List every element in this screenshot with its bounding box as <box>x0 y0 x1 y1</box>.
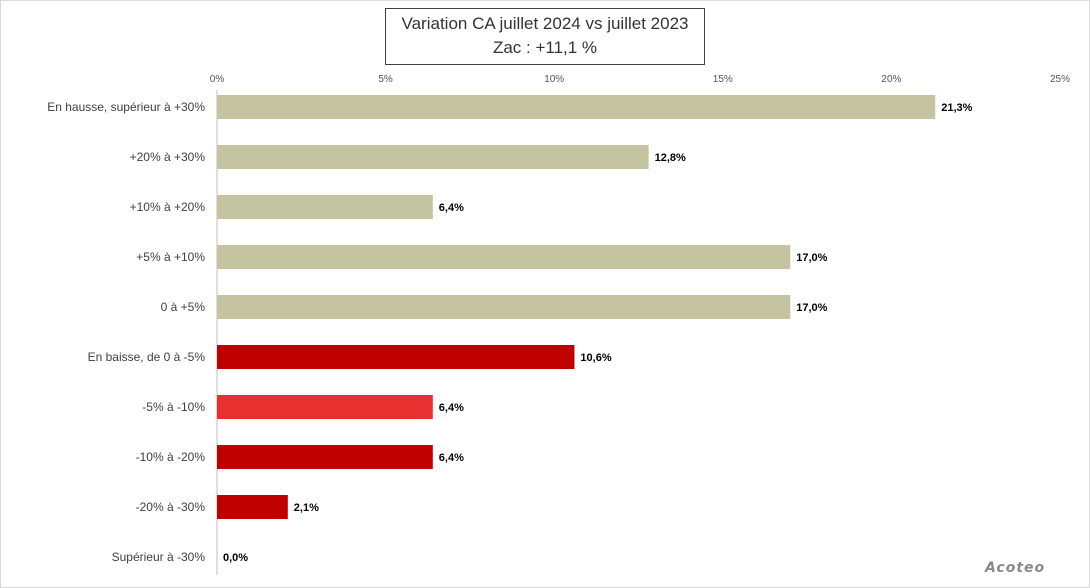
category-label: 0 à +5% <box>161 300 206 314</box>
value-label: 2,1% <box>294 502 319 514</box>
category-label: +20% à +30% <box>130 150 206 164</box>
category-label: En hausse, supérieur à +30% <box>47 100 205 114</box>
x-tick-label: 20% <box>881 74 901 85</box>
bar <box>217 345 575 369</box>
chart-title: Variation CA juillet 2024 vs juillet 202… <box>401 14 689 33</box>
bar <box>217 245 791 269</box>
category-label: +10% à +20% <box>130 200 206 214</box>
watermark-logo: Acoteo <box>985 560 1046 576</box>
x-tick-label: 10% <box>544 74 564 85</box>
bar <box>217 145 649 169</box>
value-label: 6,4% <box>439 402 464 414</box>
chart-title-box: Variation CA juillet 2024 vs juillet 202… <box>385 8 705 65</box>
value-label: 10,6% <box>580 352 611 364</box>
x-tick-label: 0% <box>210 74 225 85</box>
x-tick-label: 25% <box>1050 74 1070 85</box>
category-label: -10% à -20% <box>136 450 206 464</box>
category-label: -5% à -10% <box>142 400 205 414</box>
category-label: -20% à -30% <box>136 500 206 514</box>
value-label: 12,8% <box>655 152 686 164</box>
value-label: 6,4% <box>439 452 464 464</box>
bar <box>217 495 288 519</box>
value-label: 6,4% <box>439 202 464 214</box>
bar <box>217 395 433 419</box>
value-label: 21,3% <box>941 102 972 114</box>
bar <box>217 195 433 219</box>
bar <box>217 295 791 319</box>
value-label: 17,0% <box>796 302 827 314</box>
x-tick-label: 5% <box>378 74 393 85</box>
category-label: Supérieur à -30% <box>112 550 206 564</box>
chart-subtitle: Zac : +11,1 % <box>492 38 598 57</box>
category-label: En baisse, de 0 à -5% <box>88 350 206 364</box>
bar <box>217 95 936 119</box>
value-label: 17,0% <box>796 252 827 264</box>
value-label: 0,0% <box>223 552 248 564</box>
category-label: +5% à +10% <box>136 250 205 264</box>
x-tick-label: 15% <box>713 74 733 85</box>
bar <box>217 445 433 469</box>
